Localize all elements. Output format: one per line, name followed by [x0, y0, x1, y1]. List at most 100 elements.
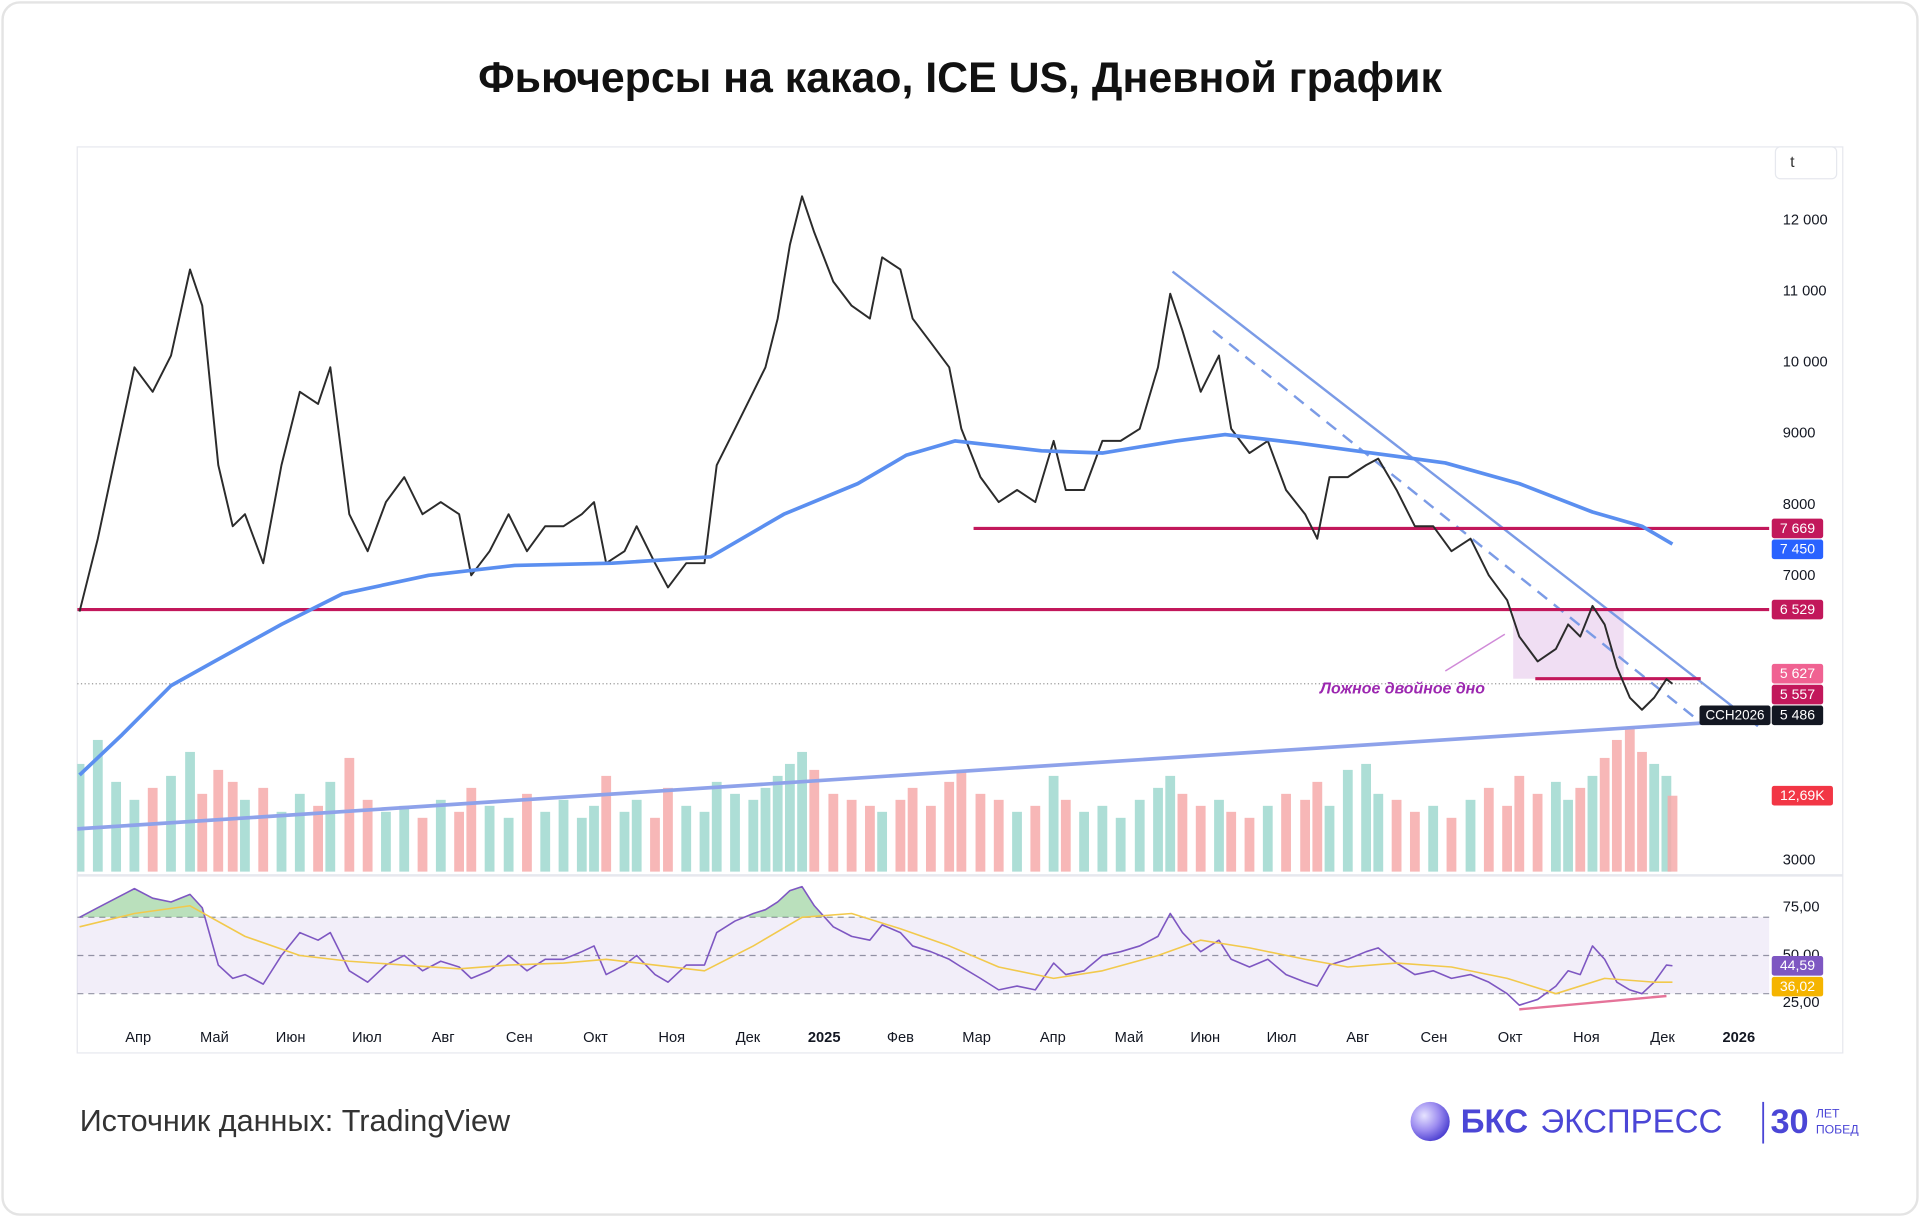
rsi-badge [1771, 956, 1824, 976]
volume-bar [258, 787, 269, 872]
volume-bar [227, 781, 238, 872]
volume-bar [907, 787, 918, 872]
volume-bar [846, 799, 857, 872]
rsi-tick-label: 75,00 [1783, 900, 1820, 916]
volume-bar [619, 811, 630, 872]
volume-bar [797, 751, 807, 872]
price-badge [1771, 705, 1824, 726]
volume-bar [1624, 727, 1635, 872]
volume-bar [1324, 805, 1335, 872]
annotation-leader [1444, 633, 1506, 672]
volume-bar [1667, 795, 1678, 872]
price-badge [1771, 539, 1824, 560]
volume-bar [540, 811, 551, 872]
volume-bar [601, 775, 612, 872]
volume-bar [877, 811, 888, 872]
y-tick-label: 10 000 [1783, 355, 1828, 371]
level-badge-label: 6 529 [1780, 601, 1815, 617]
volume-bar [276, 811, 287, 872]
volume-bar [956, 769, 967, 872]
volume-bar [975, 793, 986, 872]
rsi-band [77, 917, 1770, 994]
volume-bar [185, 751, 195, 872]
price-badge [1771, 663, 1824, 684]
volume-bar [748, 799, 759, 872]
volume-bar [828, 793, 839, 872]
level-badge [1771, 684, 1824, 705]
volume-bar [1079, 811, 1089, 872]
scale-button[interactable] [1774, 146, 1838, 180]
volume-bar [1115, 817, 1126, 872]
chart-title: Фьючерсы на какао, ICE US, Дневной графи… [478, 54, 1442, 102]
volume-badge-label: 12,69K [1780, 787, 1825, 803]
x-tick-label: Июл [1267, 1030, 1297, 1046]
volume-bar [1599, 757, 1610, 872]
volume-bar [417, 817, 428, 872]
volume-bar [1661, 775, 1672, 872]
source-note: Источник данных: TradingView [80, 1104, 511, 1138]
volume-bar [1153, 787, 1163, 872]
x-tick-label: Май [1115, 1030, 1144, 1046]
volume-bar [197, 793, 208, 872]
volume-bar [1030, 805, 1041, 872]
volume-bar [1514, 775, 1525, 872]
volume-bar [1165, 775, 1176, 872]
volume-bar [1361, 763, 1371, 872]
rsi-tick-label: 25,00 [1783, 995, 1820, 1011]
x-tick-label: Июн [1190, 1030, 1220, 1046]
volume-bar [650, 817, 660, 872]
price-badge-label: 5 627 [1780, 665, 1815, 681]
volume-bar [760, 787, 771, 872]
volume-bar [1097, 805, 1108, 872]
volume-bar [1532, 793, 1543, 872]
trendline [1519, 994, 1667, 1011]
plot-frame [76, 146, 1844, 1054]
volume-bar [730, 793, 740, 872]
volume-bar [466, 787, 477, 872]
series-line [78, 195, 1674, 711]
volume-bar [399, 805, 410, 872]
volume-bar [1391, 799, 1402, 872]
volume-bar [1312, 781, 1323, 872]
x-tick-label: Фев [887, 1030, 914, 1046]
volume-bar [699, 811, 710, 872]
volume-bar [1409, 811, 1420, 872]
series-line [79, 885, 1673, 1006]
logo-icon [1410, 1101, 1450, 1142]
volume-bar [865, 805, 875, 872]
volume-bar [1465, 799, 1476, 872]
volume-bar [784, 763, 795, 872]
volume-bar [240, 799, 250, 872]
y-tick-label: 9000 [1783, 426, 1816, 442]
scale-button-label[interactable]: t [1790, 154, 1795, 171]
volume-bar [1226, 811, 1237, 872]
volume-bar [147, 787, 158, 872]
volume-bar [809, 769, 820, 872]
volume-bar [362, 799, 373, 872]
volume-bar [1483, 787, 1494, 872]
volume-bar [925, 805, 936, 872]
trendline [1212, 329, 1702, 724]
volume-bar [589, 805, 599, 872]
rsi-badge-label: 44,59 [1780, 957, 1815, 973]
volume-bar [1177, 793, 1188, 872]
volume-bar [1373, 793, 1384, 872]
x-tick-label: Ноя [658, 1030, 685, 1046]
volume-bar [576, 817, 587, 872]
x-tick-label: Сен [506, 1030, 533, 1046]
volume-bar [1563, 799, 1573, 872]
zone [1513, 609, 1624, 679]
x-tick-label: Июн [276, 1030, 306, 1046]
x-tick-label: Июл [352, 1030, 382, 1046]
volume-bar [1012, 811, 1022, 872]
volume-bar [1575, 787, 1586, 872]
volume-bar [1214, 799, 1224, 872]
annotation-text: Ложное двойное дно [1319, 681, 1485, 698]
volume-bar [1587, 775, 1598, 872]
volume-bar [1611, 739, 1622, 872]
volume-bar [1060, 799, 1071, 872]
symbol-label: CCH2026 [1705, 708, 1764, 723]
x-tick-label: Окт [1498, 1030, 1523, 1046]
volume-bar [77, 763, 85, 872]
rsi-layer [77, 885, 1770, 1011]
